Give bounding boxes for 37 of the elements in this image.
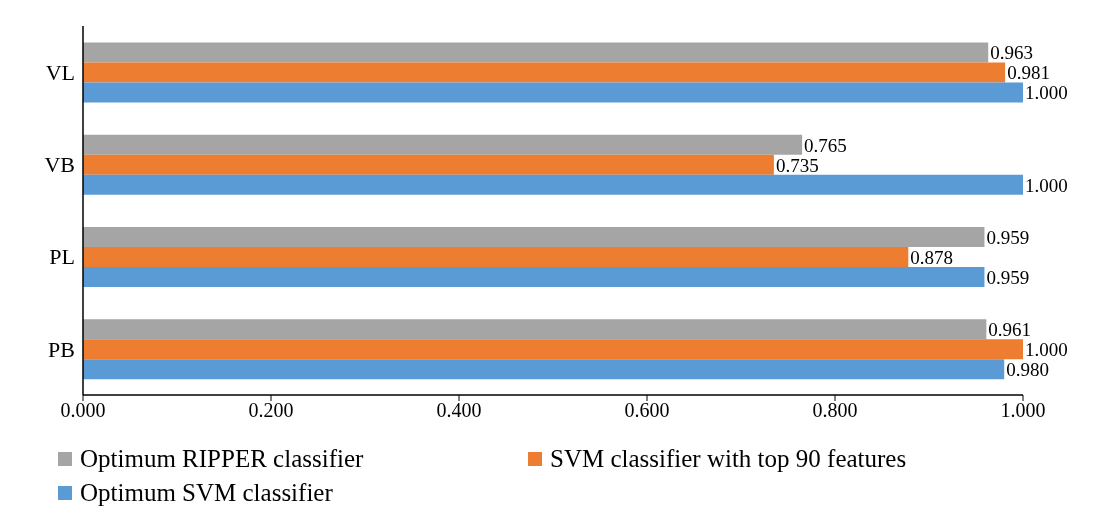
data-label: 0.959 — [986, 226, 1030, 248]
legend-label: SVM classifier with top 90 features — [550, 445, 907, 473]
data-label: 0.961 — [988, 319, 1032, 341]
legend-label: Optimum SVM classifier — [80, 479, 333, 507]
bar — [83, 227, 985, 248]
bar — [83, 62, 1006, 83]
bar — [83, 359, 1005, 380]
bar — [83, 267, 985, 288]
data-label: 0.878 — [910, 246, 954, 268]
bar — [83, 339, 1023, 360]
data-label: 0.980 — [1006, 359, 1049, 381]
x-tick-label: 0.400 — [436, 399, 482, 422]
x-tick-label: 0.600 — [624, 399, 670, 422]
y-tick-label: PB — [48, 336, 75, 362]
x-tick-label: 1.000 — [1000, 399, 1046, 422]
x-tick-label: 0.000 — [60, 399, 106, 422]
bar — [83, 82, 1023, 103]
data-label: 0.963 — [990, 42, 1033, 64]
x-tick-label: 0.800 — [812, 399, 858, 422]
data-label: 1.000 — [1025, 174, 1068, 196]
bar — [83, 174, 1023, 195]
bar — [83, 247, 909, 268]
bar — [83, 134, 803, 155]
legend-label: Optimum RIPPER classifier — [80, 445, 364, 473]
y-tick-label: PL — [49, 244, 75, 270]
x-tick-label: 0.200 — [248, 399, 294, 422]
bar — [83, 319, 987, 340]
data-label: 0.765 — [804, 134, 847, 156]
y-tick-label: VB — [44, 152, 75, 178]
data-label: 1.000 — [1025, 339, 1068, 361]
data-label: 0.959 — [986, 266, 1030, 288]
y-tick-label: VL — [45, 59, 75, 85]
bar — [83, 154, 774, 175]
bar — [83, 42, 989, 63]
data-label: 0.735 — [775, 154, 819, 176]
data-label: 0.981 — [1007, 62, 1050, 84]
data-label: 1.000 — [1025, 82, 1068, 104]
